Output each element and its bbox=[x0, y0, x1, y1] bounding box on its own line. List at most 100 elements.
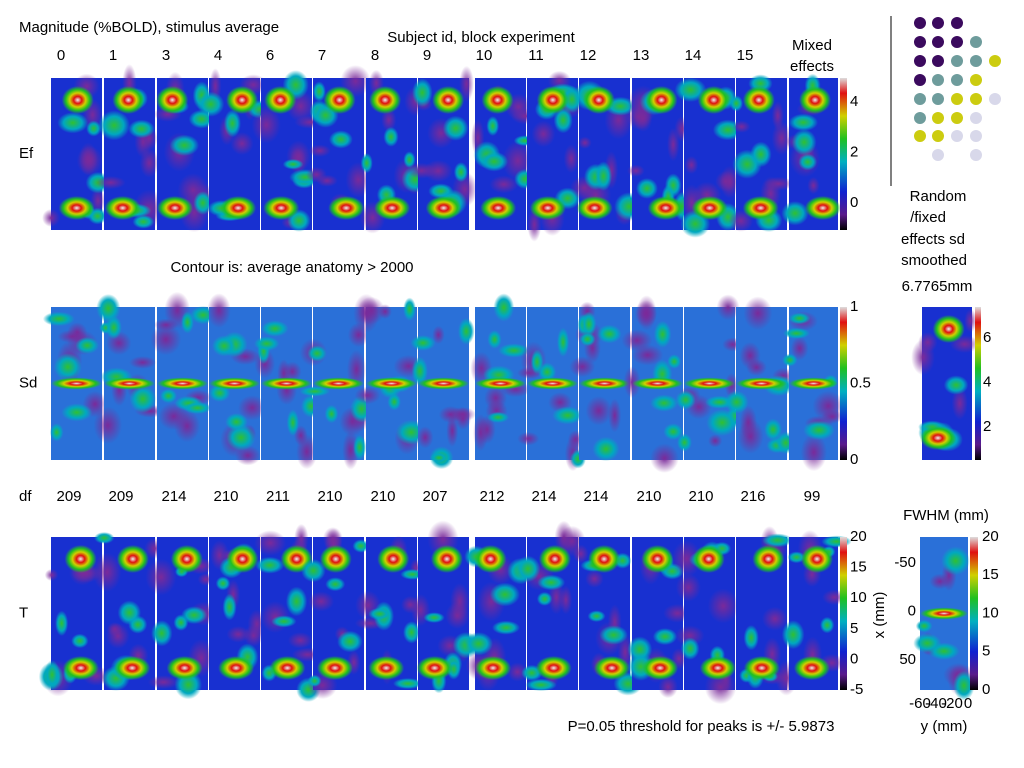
blob bbox=[432, 325, 445, 344]
blob bbox=[269, 656, 306, 680]
blob bbox=[736, 377, 787, 390]
colorbar bbox=[970, 537, 978, 690]
df-value: 214 bbox=[531, 488, 556, 505]
blob bbox=[459, 65, 474, 102]
colorbar-tick: 4 bbox=[850, 93, 858, 110]
blob bbox=[197, 91, 225, 117]
blob bbox=[964, 308, 977, 333]
colorbar bbox=[840, 537, 847, 690]
blob bbox=[697, 86, 730, 114]
colorbar-tick: 20 bbox=[850, 528, 867, 545]
blob bbox=[484, 385, 507, 411]
smoothing: 6.7765mm bbox=[902, 278, 973, 295]
blob bbox=[474, 545, 507, 573]
blob bbox=[412, 78, 433, 108]
blob bbox=[263, 196, 300, 220]
subject-id: 12 bbox=[580, 47, 597, 64]
blob bbox=[788, 113, 819, 132]
blob bbox=[706, 409, 739, 437]
blob bbox=[383, 126, 399, 147]
fwhm-title: FWHM (mm) bbox=[903, 507, 989, 524]
blob bbox=[593, 656, 630, 680]
blob bbox=[403, 297, 417, 321]
blob bbox=[585, 569, 604, 588]
blob bbox=[220, 196, 257, 220]
blob bbox=[410, 335, 436, 351]
blob bbox=[328, 196, 365, 220]
blob bbox=[647, 196, 684, 220]
blob bbox=[61, 403, 93, 422]
blob bbox=[487, 411, 510, 423]
df-value: 210 bbox=[317, 488, 342, 505]
blob bbox=[418, 377, 469, 390]
blob bbox=[61, 86, 94, 114]
blob bbox=[563, 144, 579, 174]
blob bbox=[743, 296, 773, 331]
title: Magnitude (%BOLD), stimulus average bbox=[19, 19, 279, 36]
subject-id: 6 bbox=[266, 47, 274, 64]
blob bbox=[416, 656, 453, 680]
blob bbox=[212, 335, 237, 357]
blob bbox=[432, 86, 465, 114]
blob bbox=[95, 176, 126, 190]
blob bbox=[587, 610, 606, 622]
blob bbox=[707, 588, 739, 624]
df-value: 99 bbox=[804, 488, 821, 505]
axis-label: x (mm) bbox=[871, 592, 888, 639]
blob bbox=[597, 324, 622, 344]
blob bbox=[417, 426, 434, 449]
subject-id: 4 bbox=[214, 47, 222, 64]
blob bbox=[553, 107, 573, 134]
blob bbox=[354, 386, 381, 405]
blob bbox=[255, 556, 285, 574]
blob bbox=[764, 418, 783, 441]
blob bbox=[675, 390, 696, 410]
blob bbox=[215, 576, 231, 591]
blob bbox=[226, 545, 259, 573]
subject-id: 3 bbox=[162, 47, 170, 64]
colorbar-tick: 10 bbox=[850, 589, 867, 606]
subject-id: 7 bbox=[318, 47, 326, 64]
blob bbox=[481, 86, 514, 114]
blob bbox=[579, 377, 630, 390]
df-value: 210 bbox=[688, 488, 713, 505]
blob bbox=[75, 336, 99, 354]
blob bbox=[787, 551, 806, 564]
df-value: 211 bbox=[266, 488, 290, 505]
blob bbox=[594, 161, 613, 191]
blob bbox=[183, 401, 212, 414]
blob bbox=[932, 315, 965, 343]
blob bbox=[251, 106, 281, 144]
blob bbox=[442, 115, 469, 141]
blob bbox=[684, 377, 735, 390]
blob bbox=[193, 191, 213, 215]
df-value: 209 bbox=[56, 488, 81, 505]
colorbar-tick: 2 bbox=[850, 143, 858, 160]
mixed-label: Mixed bbox=[792, 37, 832, 54]
colorbar bbox=[840, 78, 847, 230]
blob bbox=[943, 375, 969, 395]
blob bbox=[316, 174, 338, 187]
blob bbox=[783, 327, 810, 339]
subtitle: Subject id, block experiment bbox=[387, 29, 575, 46]
colorbar-tick: 2 bbox=[983, 418, 991, 435]
blob bbox=[475, 656, 512, 680]
blob bbox=[911, 339, 935, 376]
blob bbox=[307, 674, 322, 687]
colorbar-tick: 4 bbox=[983, 373, 991, 390]
blob bbox=[581, 311, 597, 337]
blob bbox=[658, 675, 678, 699]
blob bbox=[225, 413, 248, 431]
blob bbox=[623, 366, 641, 399]
blob bbox=[166, 656, 203, 680]
blob bbox=[636, 295, 657, 331]
row-label: T bbox=[19, 604, 28, 621]
blob bbox=[374, 196, 411, 220]
blob bbox=[353, 434, 367, 460]
blob bbox=[156, 196, 193, 220]
blob bbox=[489, 582, 520, 607]
blob bbox=[692, 545, 725, 573]
blob bbox=[464, 632, 493, 656]
blob bbox=[515, 555, 541, 583]
df-value: 214 bbox=[583, 488, 608, 505]
